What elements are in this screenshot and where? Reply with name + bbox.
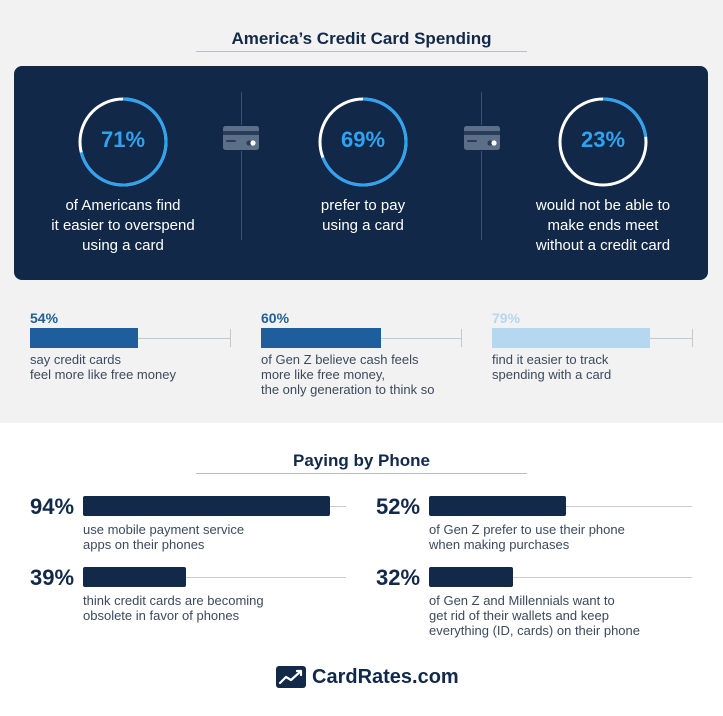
phone-label-gen-z-phone: of Gen Z prefer to use their phone when …: [429, 522, 625, 552]
phone-label-line: everything (ID, cards) on their phone: [429, 623, 640, 638]
credit-card-icon: [222, 125, 260, 151]
phone-percent-ditch-wallets: 32%: [376, 565, 421, 590]
stat-label-line: find it easier to track: [492, 352, 609, 367]
stat-percent-free-money: 54%: [30, 310, 59, 326]
ring-arc-make-ends-meet: [558, 97, 648, 187]
stat-divider: [230, 329, 231, 347]
phone-label-line: think credit cards are becoming: [83, 593, 264, 608]
phone-label-line: when making purchases: [429, 537, 570, 552]
stat-bar-gen-z-cash: [261, 328, 381, 348]
stat-bar-free-money: [30, 328, 138, 348]
phone-percent-mobile-apps: 94%: [30, 494, 75, 519]
ring-label-line: of Americans find: [65, 197, 181, 214]
panel-divider: [481, 92, 482, 240]
ring-arc-prefer-card: [318, 97, 408, 187]
phone-label-line: of Gen Z and Millennials want to: [429, 593, 615, 608]
ring-chart-make-ends-meet: [558, 97, 648, 187]
panel-divider: [241, 92, 242, 240]
phone-bar-mobile-apps: [83, 496, 331, 516]
ring-label-make-ends-meet: would not be able to make ends meet with…: [503, 196, 703, 256]
ring-percent-prefer-card: 69%: [340, 127, 386, 152]
ring-stats-panel: 71% of Americans find it easier to overs…: [14, 66, 708, 280]
ring-percent-make-ends-meet: 23%: [580, 127, 626, 152]
stat-label-line: say credit cards: [30, 352, 122, 367]
stat-divider: [692, 329, 693, 347]
stat-bar-track-spending: [492, 328, 650, 348]
stat-label-line: the only generation to think so: [261, 382, 435, 397]
stat-divider: [461, 329, 462, 347]
stat-label-free-money: say credit cards feel more like free mon…: [30, 352, 176, 382]
phone-percent-gen-z-phone: 52%: [376, 494, 421, 519]
stat-label-line: more like free money,: [261, 367, 386, 382]
phone-bar-ditch-wallets: [429, 567, 514, 587]
phone-label-line: use mobile payment service: [83, 522, 245, 537]
phone-bar-cards-obsolete: [83, 567, 186, 587]
title-rule: [196, 51, 527, 52]
stat-label-line: of Gen Z believe cash feels: [261, 352, 419, 367]
ring-arc-overspend: [78, 97, 168, 187]
stat-label-line: feel more like free money: [30, 367, 176, 382]
ring-label-line: prefer to pay: [320, 197, 406, 214]
phone-label-mobile-apps: use mobile payment service apps on their…: [83, 522, 244, 552]
ring-chart-overspend: [78, 97, 168, 187]
phone-label-line: obsolete in favor of phones: [83, 608, 240, 623]
brand-logo[interactable]: CardRates.com: [276, 664, 459, 690]
ring-label-line: it easier to overspend: [51, 217, 195, 234]
phone-bar-gen-z-phone: [429, 496, 566, 516]
ring-label-line: would not be able to: [535, 197, 671, 214]
chart-logo-icon: [276, 666, 306, 688]
phone-label-line: apps on their phones: [83, 537, 205, 552]
ring-label-prefer-card: prefer to pay using a card: [263, 196, 463, 236]
ring-label-line: using a card: [82, 237, 164, 254]
phone-section-title: Paying by Phone: [293, 451, 430, 470]
stat-percent-track-spending: 79%: [492, 310, 521, 326]
phone-bar-track: [429, 577, 692, 578]
ring-label-line: without a credit card: [535, 237, 671, 254]
stat-label-gen-z-cash: of Gen Z believe cash feels more like fr…: [261, 352, 434, 397]
ring-label-line: using a card: [322, 217, 404, 234]
phone-label-ditch-wallets: of Gen Z and Millennials want to get rid…: [429, 593, 640, 638]
ring-chart-prefer-card: [318, 97, 408, 187]
ring-label-line: make ends meet: [547, 217, 659, 234]
title-rule: [196, 473, 527, 474]
phone-label-cards-obsolete: think credit cards are becoming obsolete…: [83, 593, 264, 623]
page-title: America’s Credit Card Spending: [231, 29, 492, 48]
ring-label-overspend: of Americans find it easier to overspend…: [23, 196, 223, 256]
phone-label-line: of Gen Z prefer to use their phone: [429, 522, 625, 537]
ring-percent-overspend: 71%: [100, 127, 146, 152]
phone-label-line: get rid of their wallets and keep: [429, 608, 609, 623]
phone-percent-cards-obsolete: 39%: [30, 565, 75, 590]
brand-name: CardRates.com: [312, 665, 459, 688]
stat-percent-gen-z-cash: 60%: [261, 310, 290, 326]
stat-label-line: spending with a card: [492, 367, 612, 382]
phone-bar-track: [83, 577, 346, 578]
stat-label-track-spending: find it easier to track spending with a …: [492, 352, 611, 382]
credit-card-icon: [463, 125, 501, 151]
